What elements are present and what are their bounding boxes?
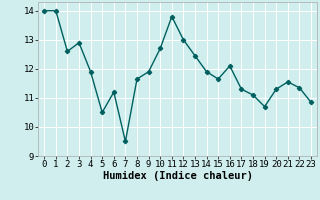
X-axis label: Humidex (Indice chaleur): Humidex (Indice chaleur) <box>103 171 252 181</box>
